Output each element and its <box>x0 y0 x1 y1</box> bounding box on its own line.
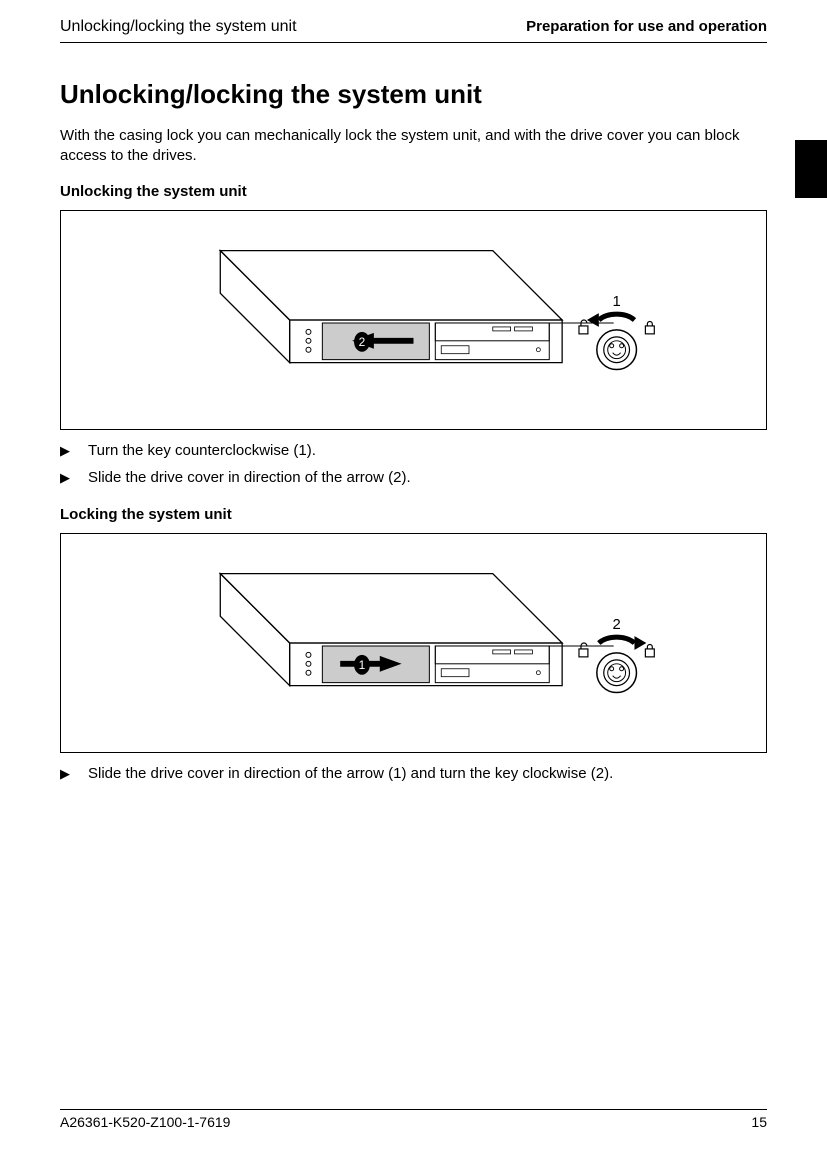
header-left: Unlocking/locking the system unit <box>60 18 297 36</box>
svg-text:2: 2 <box>359 335 366 349</box>
svg-text:1: 1 <box>359 658 366 672</box>
page-footer: A26361-K520-Z100-1-7619 15 <box>60 1109 767 1130</box>
footer-left: A26361-K520-Z100-1-7619 <box>60 1114 230 1130</box>
section2-heading: Locking the system unit <box>60 506 767 523</box>
bullet-icon: ▶ <box>60 440 88 460</box>
page-title: Unlocking/locking the system unit <box>60 79 767 110</box>
svg-text:2: 2 <box>613 617 621 633</box>
page-tab <box>795 140 827 198</box>
bullet-icon: ▶ <box>60 763 88 783</box>
intro-text: With the casing lock you can mechanicall… <box>60 126 767 165</box>
section1-heading: Unlocking the system unit <box>60 183 767 200</box>
list-item: ▶ Slide the drive cover in direction of … <box>60 763 767 784</box>
bullet-text: Slide the drive cover in direction of th… <box>88 763 613 784</box>
figure-locking-svg: 12 <box>61 534 766 752</box>
list-item: ▶ Turn the key counterclockwise (1). <box>60 440 767 461</box>
bullet-text: Slide the drive cover in direction of th… <box>88 467 411 488</box>
page-header: Unlocking/locking the system unit Prepar… <box>60 18 767 43</box>
figure-locking: 12 <box>60 533 767 753</box>
bullet-text: Turn the key counterclockwise (1). <box>88 440 316 461</box>
section2-bullets: ▶ Slide the drive cover in direction of … <box>60 763 767 784</box>
bullet-icon: ▶ <box>60 467 88 487</box>
figure-unlocking: 21 <box>60 210 767 430</box>
list-item: ▶ Slide the drive cover in direction of … <box>60 467 767 488</box>
footer-right: 15 <box>751 1114 767 1130</box>
figure-unlocking-svg: 21 <box>61 211 766 429</box>
section1-bullets: ▶ Turn the key counterclockwise (1). ▶ S… <box>60 440 767 488</box>
header-right: Preparation for use and operation <box>526 18 767 36</box>
svg-text:1: 1 <box>613 294 621 310</box>
